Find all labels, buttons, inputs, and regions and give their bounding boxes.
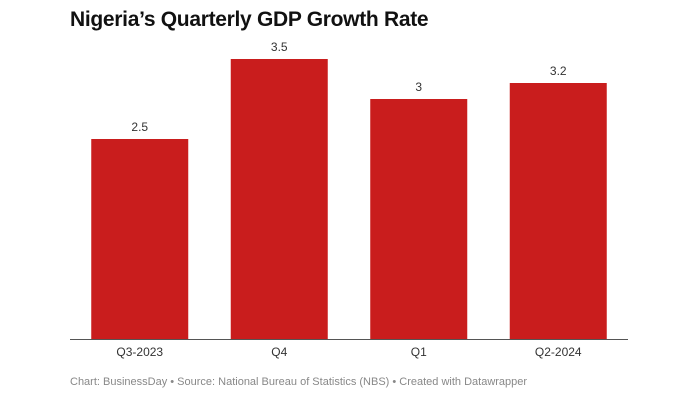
x-tick-label: Q3-2023 (116, 345, 163, 359)
x-tick-label: Q4 (271, 345, 287, 359)
chart-footer: Chart: BusinessDay • Source: National Bu… (70, 376, 528, 388)
data-label: 3.5 (271, 40, 288, 54)
chart-title: Nigeria’s Quarterly GDP Growth Rate (70, 8, 429, 31)
data-label: 2.5 (131, 120, 148, 134)
bar (230, 59, 328, 339)
data-label: 3.2 (550, 64, 567, 78)
data-label: 3 (415, 80, 422, 94)
bar (91, 139, 189, 339)
x-tick-label: Q2-2024 (535, 345, 582, 359)
bar (370, 99, 468, 339)
x-tick-label: Q1 (411, 345, 427, 359)
bar (509, 83, 607, 339)
